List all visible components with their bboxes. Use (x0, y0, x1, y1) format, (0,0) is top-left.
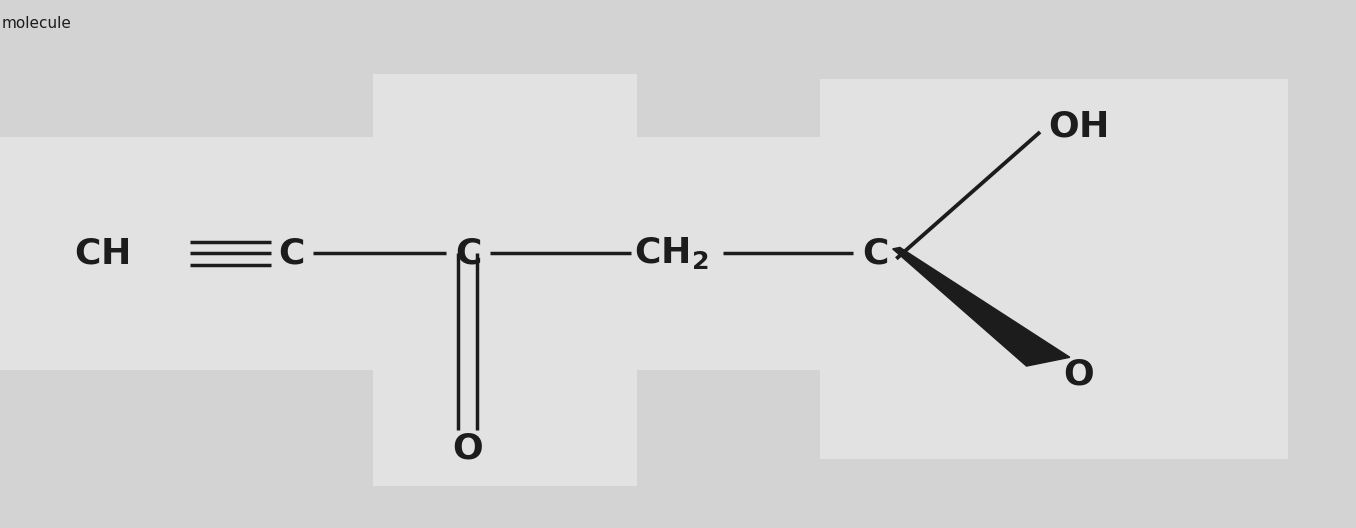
Bar (820, 79, 1288, 459)
Text: $\mathbf{O}$: $\mathbf{O}$ (453, 432, 483, 466)
Text: $\mathbf{C}$: $\mathbf{C}$ (278, 237, 305, 270)
Text: $\mathbf{OH}$: $\mathbf{OH}$ (1048, 110, 1108, 144)
Bar (373, 74, 637, 486)
Bar (0, 137, 386, 370)
Polygon shape (892, 248, 1070, 366)
Bar (617, 137, 854, 370)
Text: $\mathbf{C}$: $\mathbf{C}$ (454, 237, 481, 270)
Text: $\mathbf{CH_2}$: $\mathbf{CH_2}$ (635, 235, 708, 271)
Text: $\mathbf{CH}$: $\mathbf{CH}$ (75, 237, 129, 270)
Text: $\mathbf{O}$: $\mathbf{O}$ (1063, 358, 1093, 392)
Text: $\mathbf{C}$: $\mathbf{C}$ (861, 237, 888, 270)
Text: molecule: molecule (1, 16, 72, 31)
